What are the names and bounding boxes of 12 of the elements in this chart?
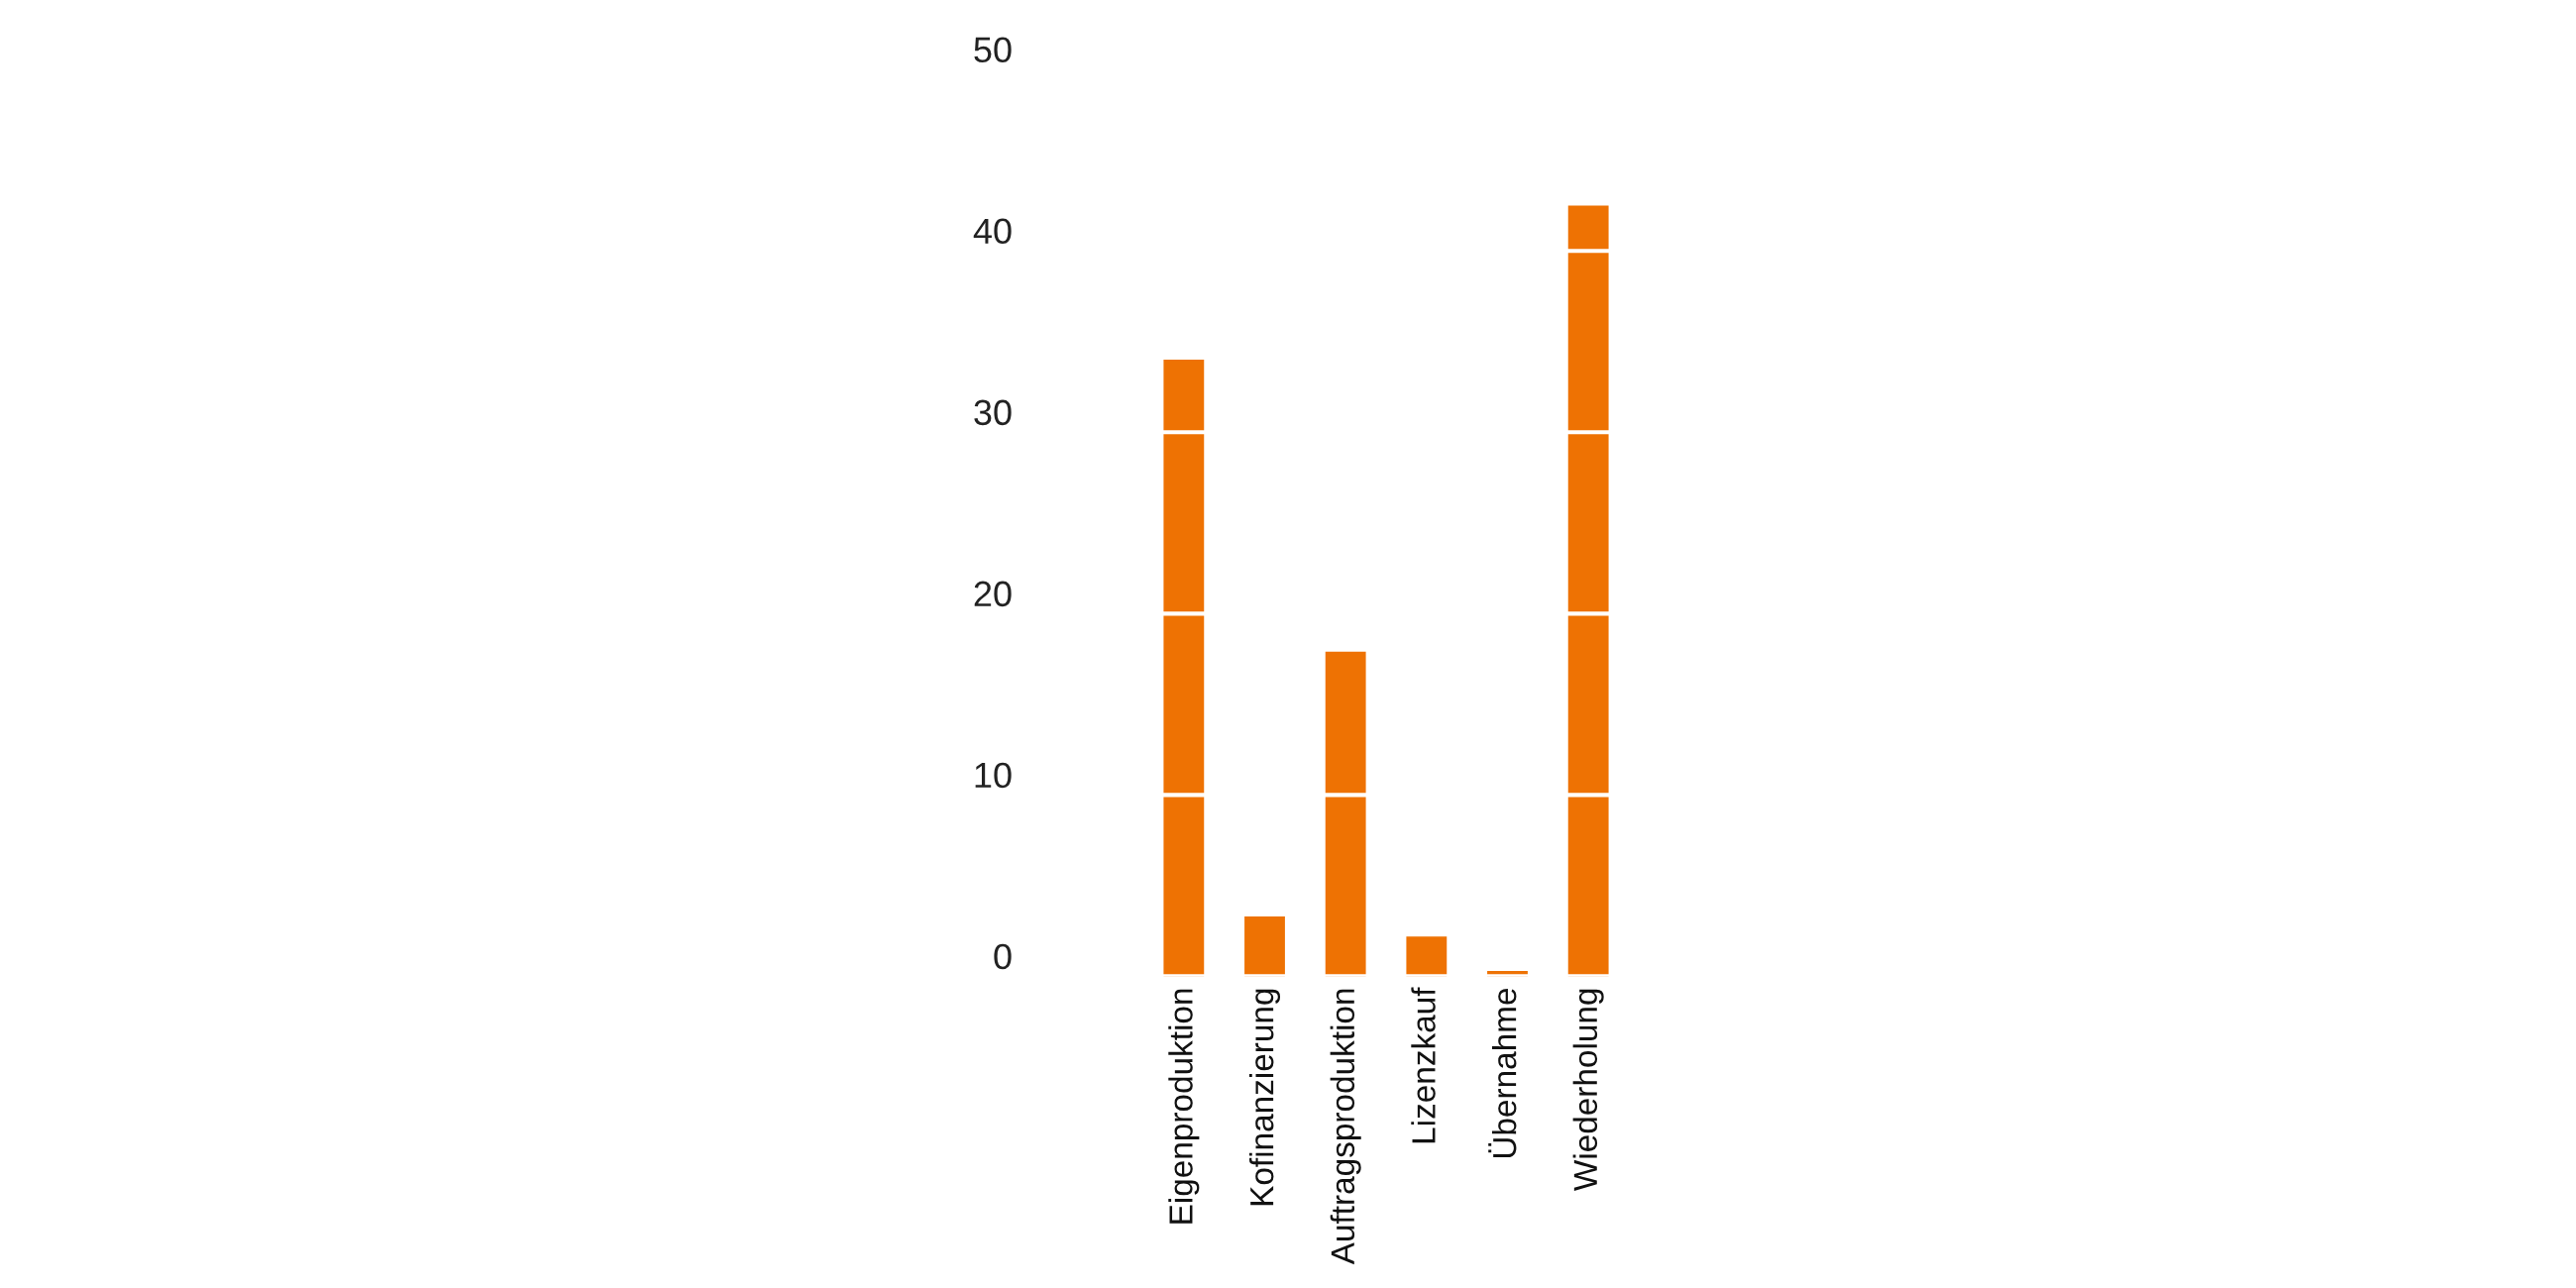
x-tick-label: Lizenzkauf xyxy=(1411,987,1436,1143)
y-tick-label: 30 xyxy=(974,399,1012,426)
x-tick-label: Kofinanzierung xyxy=(1248,989,1281,1206)
x-tick-label: Auftragsproduktion xyxy=(1330,989,1361,1265)
y-tick-label: 40 xyxy=(973,218,1012,245)
y-tick-label: 0 xyxy=(994,943,1012,970)
x-tick-label: Übernahme xyxy=(1488,988,1517,1158)
x-tick-label: Eigenproduktion xyxy=(1168,989,1200,1224)
y-tick-label: 20 xyxy=(974,581,1012,607)
x-tick-label: Wiederholung xyxy=(1572,989,1604,1192)
y-tick-label: 50 xyxy=(974,37,1012,63)
y-tick-label: 10 xyxy=(975,762,1012,789)
